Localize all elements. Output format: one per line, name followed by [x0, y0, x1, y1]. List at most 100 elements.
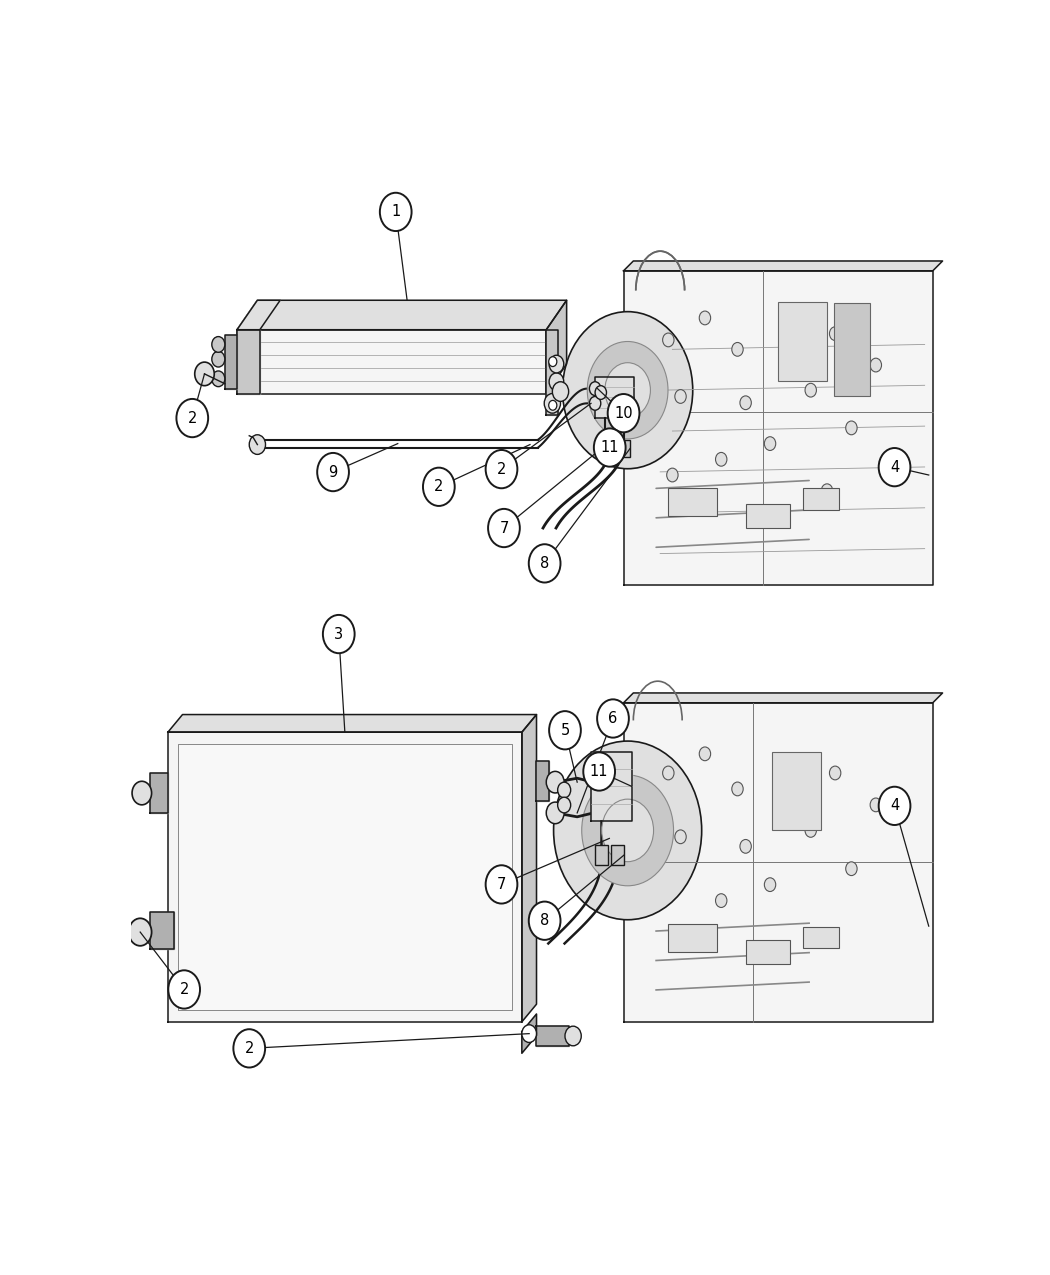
Circle shape: [589, 381, 601, 395]
Circle shape: [879, 787, 910, 825]
Circle shape: [584, 752, 615, 790]
Circle shape: [549, 357, 556, 366]
Text: 2: 2: [180, 982, 189, 997]
Circle shape: [605, 362, 650, 418]
Circle shape: [522, 1025, 537, 1043]
Circle shape: [805, 824, 817, 838]
Polygon shape: [624, 261, 943, 270]
Circle shape: [732, 343, 743, 356]
Circle shape: [594, 428, 626, 467]
Bar: [611, 845, 624, 864]
Circle shape: [582, 775, 673, 886]
Circle shape: [608, 394, 639, 432]
Text: 4: 4: [890, 460, 899, 474]
Text: 2: 2: [497, 462, 506, 477]
Circle shape: [732, 782, 743, 796]
Circle shape: [558, 797, 571, 813]
Text: 2: 2: [188, 411, 197, 426]
Circle shape: [715, 894, 727, 908]
Text: 3: 3: [334, 626, 343, 641]
Circle shape: [821, 483, 833, 497]
Text: 7: 7: [499, 520, 508, 536]
Circle shape: [323, 615, 355, 653]
Polygon shape: [624, 703, 932, 1021]
Circle shape: [879, 448, 910, 486]
Circle shape: [249, 435, 266, 454]
Circle shape: [845, 862, 857, 876]
Polygon shape: [237, 300, 280, 330]
Bar: [802, 488, 839, 510]
Polygon shape: [546, 330, 559, 416]
Circle shape: [595, 385, 607, 399]
Text: 7: 7: [497, 877, 506, 892]
Polygon shape: [237, 330, 259, 394]
Polygon shape: [591, 752, 632, 821]
Polygon shape: [237, 330, 546, 394]
Circle shape: [529, 544, 561, 583]
Circle shape: [663, 766, 674, 780]
Circle shape: [563, 311, 693, 469]
Circle shape: [845, 421, 857, 435]
Text: 11: 11: [601, 440, 619, 455]
Text: 10: 10: [614, 405, 633, 421]
Circle shape: [699, 311, 711, 325]
Circle shape: [830, 326, 841, 340]
Circle shape: [488, 509, 520, 547]
Polygon shape: [225, 334, 237, 389]
Circle shape: [675, 830, 687, 844]
Polygon shape: [237, 300, 567, 330]
Circle shape: [589, 397, 601, 411]
Circle shape: [168, 970, 200, 1009]
Text: 9: 9: [329, 464, 338, 479]
Bar: [778, 302, 827, 381]
Circle shape: [212, 371, 225, 386]
Circle shape: [549, 400, 556, 411]
Text: 4: 4: [890, 798, 899, 813]
Bar: [834, 303, 870, 397]
Circle shape: [546, 802, 564, 824]
Circle shape: [740, 395, 752, 409]
Bar: [600, 440, 610, 458]
Circle shape: [597, 700, 629, 738]
Circle shape: [233, 1029, 265, 1067]
Circle shape: [565, 1026, 582, 1045]
Polygon shape: [624, 694, 943, 703]
Circle shape: [587, 342, 668, 439]
Polygon shape: [624, 270, 932, 585]
Circle shape: [546, 771, 564, 793]
Circle shape: [486, 450, 518, 488]
Bar: [594, 845, 608, 864]
Circle shape: [194, 362, 214, 385]
Circle shape: [764, 877, 776, 891]
Bar: [746, 940, 791, 964]
Polygon shape: [522, 1014, 537, 1053]
Circle shape: [780, 352, 792, 366]
Circle shape: [544, 394, 561, 413]
Bar: [802, 927, 839, 949]
Circle shape: [715, 453, 727, 467]
Circle shape: [870, 358, 882, 372]
Text: 8: 8: [540, 556, 549, 571]
Bar: [669, 924, 717, 951]
Circle shape: [552, 381, 569, 402]
Circle shape: [830, 766, 841, 780]
Polygon shape: [537, 1026, 569, 1045]
Polygon shape: [168, 714, 537, 732]
Text: 2: 2: [245, 1040, 254, 1056]
Polygon shape: [522, 714, 537, 1021]
Circle shape: [212, 352, 225, 367]
Circle shape: [780, 792, 792, 806]
Circle shape: [699, 747, 711, 761]
Circle shape: [423, 468, 455, 506]
Circle shape: [740, 839, 752, 853]
Circle shape: [764, 437, 776, 450]
Text: 6: 6: [608, 711, 617, 725]
Polygon shape: [595, 377, 634, 418]
Circle shape: [380, 193, 412, 231]
Polygon shape: [537, 761, 549, 801]
Circle shape: [675, 390, 687, 403]
Bar: [618, 440, 630, 458]
Circle shape: [558, 782, 571, 798]
Text: 1: 1: [391, 204, 400, 219]
Circle shape: [553, 741, 701, 919]
